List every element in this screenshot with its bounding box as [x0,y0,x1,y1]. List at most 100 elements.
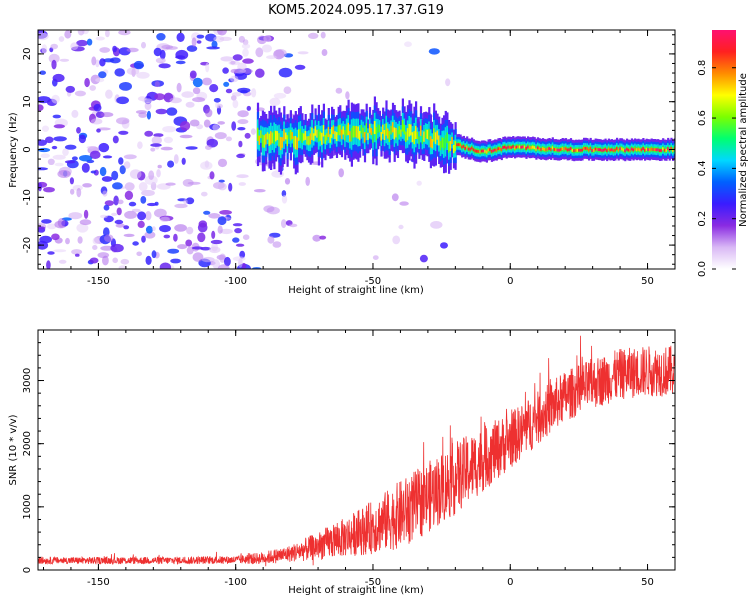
spectrogram-noise-cell [111,212,118,216]
spectrogram-signal-cell [317,128,320,142]
spectrogram-signal-cell [527,145,530,149]
spectrogram-noise-cell [118,157,124,165]
spectrogram-signal-cell [602,148,605,152]
spectrogram-noise-cell [159,262,172,269]
spectrogram-noise-cell [177,244,188,250]
spectrogram-noise-cell [211,230,216,239]
spectrogram-noise-cell [186,226,194,235]
spectrogram-signal-cell [294,136,297,150]
spectrogram-noise-cell [89,150,101,159]
spectrogram-signal-cell [569,147,573,150]
spectrogram-noise-cell [238,140,243,148]
spectrogram-noise-cell [225,136,232,142]
spectrogram-signal-cell [558,148,561,152]
spectrogram-signal-cell [530,146,533,150]
spectrogram-signal-cell [451,136,454,144]
spectrogram-noise-cell [150,143,162,147]
spectrogram-noise-cell [185,197,195,205]
spectrogram-signal-cell [314,126,317,136]
spectrogram-noise-cell [43,187,55,193]
spectrogram-signal-cell [490,150,493,153]
spectrogram-noise-cell [98,71,107,79]
spectrogram-noise-cell [82,183,92,188]
spectrogram-noise-cell [181,91,194,98]
spectrogram-noise-cell [335,87,343,94]
spectrogram-noise-cell [124,182,135,191]
spectrogram-signal-cell [536,146,540,150]
spectrogram-noise-cell [86,38,93,46]
spectrogram-signal-cell [410,124,413,136]
spectrogram-signal-cell [365,123,368,134]
spectrogram-signal-cell [261,134,264,148]
spectrogram-signal-cell [324,135,327,144]
spectrogram-noise-cell [141,235,146,243]
spectrogram-signal-cell [571,148,574,152]
spectrogram-signal-cell [304,130,307,140]
spectrogram-noise-cell [163,136,173,144]
spectrogram-noise-cell [206,46,221,50]
spectrogram-signal-cell [321,132,324,145]
spectrogram-noise-cell [165,182,176,186]
spectrogram-noise-cell [70,42,79,50]
spectrogram-signal-cell [406,128,409,141]
spectrogram-noise-cell [141,189,155,197]
spectrogram-noise-cell [241,262,247,269]
snr-y-label: SNR (10 * v/v) [8,414,19,485]
spectrogram-noise-cell [58,259,67,264]
spectrogram-noise-cell [118,130,129,135]
spectrogram-signal-cell [609,148,612,152]
spectrogram-signal-cell [408,123,411,137]
spectrogram-noise-cell [64,144,77,150]
spectrogram-noise-cell [41,44,48,54]
spectrogram-noise-cell [232,237,240,243]
spectrogram-noise-cell [39,70,46,75]
spectrogram-signal-cell [471,146,474,150]
spectrogram-noise-cell [57,218,66,228]
colorbar-axis: 0.0 0.2 0.4 0.6 0.8 [697,60,736,277]
spectrogram-signal-cell [266,132,269,140]
spectrogram-noise-cell [155,57,166,64]
spectrogram-noise-cell [185,146,198,150]
spectrogram-noise-cell [76,187,82,198]
spectrogram-signal-cell [443,138,446,151]
spectrogram-noise-cell [114,219,124,225]
spectrogram-signal-cell [416,131,419,140]
spectrogram-signal-cell [528,146,531,150]
spectrogram-signal-cell [424,128,428,139]
spectrogram-noise-cell [51,145,58,150]
spectrogram-signal-cell [322,125,325,137]
y-tick-label: 20 [22,48,33,61]
spectrogram-noise-cell [142,98,153,104]
spectrogram-signal-cell [518,145,521,149]
spectrogram-noise-cell [113,195,119,206]
spectrogram-noise-cell [297,51,309,55]
spectrogram-noise-cell [236,153,246,159]
spectrogram-signal-cell [550,148,553,151]
spectrogram-signal-cell [421,135,424,145]
spectrogram-noise-cell [123,233,135,237]
spectrogram-signal-cell [489,148,492,152]
spectrogram-noise-cell [281,195,288,204]
spectrogram-noise-cell [244,132,251,139]
spectrogram-noise-cell [112,45,117,53]
spectrogram-noise-cell [182,179,194,187]
spectrogram-signal-cell [532,145,535,149]
spectrogram-signal-cell [627,148,630,152]
spectrogram-noise-cell [174,203,188,209]
spectrogram-signal-cell [398,126,401,135]
spectrogram-signal-cell [546,147,549,151]
spectrogram-signal-cell [476,149,479,153]
spectrogram-noise-cell [416,180,422,186]
spectrogram-noise-cell [112,182,123,190]
spectrogram-noise-cell [78,134,86,144]
spectrogram-noise-cell [91,56,97,66]
spectrogram-signal-cell [380,132,383,141]
spectrogram-signal-cell [522,145,525,149]
spectrogram-noise-cell [145,211,152,221]
spectrogram-noise-cell [209,171,215,180]
spectrogram-noise-cell [209,84,219,93]
spectrogram-signal-cell [513,146,517,150]
spectrogram-noise-cell [192,87,201,95]
spectrogram-signal-cell [625,147,629,151]
spectrogram-noise-cell [38,147,51,153]
